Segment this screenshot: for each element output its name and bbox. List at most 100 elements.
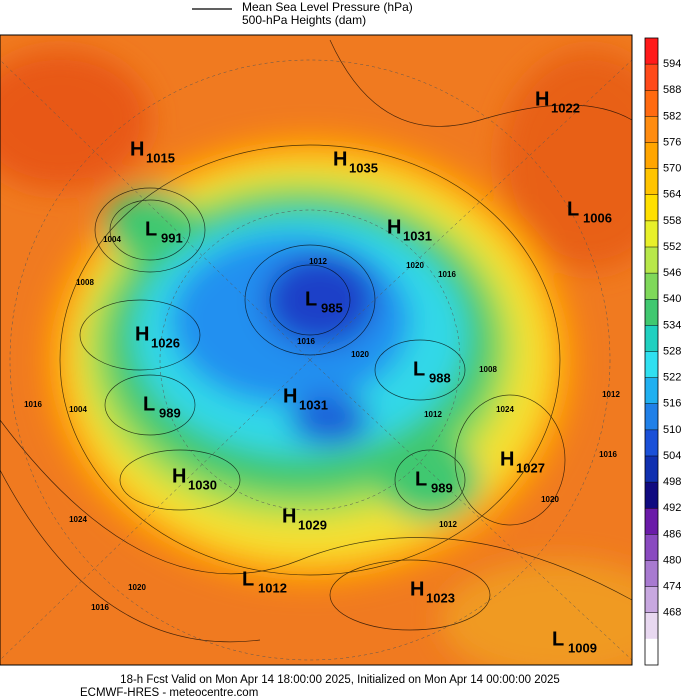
contour-label: 1012 <box>439 520 457 529</box>
colorbar-bin <box>645 247 658 274</box>
colorbar-bin <box>645 64 658 91</box>
center-value: 989 <box>159 405 181 420</box>
center-type: H <box>333 148 347 170</box>
center-type: L <box>145 218 157 240</box>
center-value: 1030 <box>188 477 217 492</box>
center-value: 1006 <box>583 210 612 225</box>
footer-valid: 18-h Fcst Valid on Mon Apr 14 18:00:00 2… <box>120 674 560 686</box>
center-value: 1031 <box>403 228 432 243</box>
contour-label: 1004 <box>69 405 87 414</box>
contour-label: 1020 <box>128 583 146 592</box>
center-type: L <box>413 358 425 380</box>
center-type: H <box>130 138 144 160</box>
center-type: L <box>242 568 254 590</box>
center-value: 1026 <box>151 335 180 350</box>
colorbar-label: 594 <box>663 58 681 70</box>
colorbar-label: 474 <box>663 581 681 593</box>
center-type: H <box>535 88 549 110</box>
center-value: 985 <box>321 300 343 315</box>
colorbar-bin <box>645 482 658 509</box>
colorbar-label: 588 <box>663 84 681 96</box>
center-value: 1031 <box>299 397 328 412</box>
colorbar-bin <box>645 638 658 665</box>
contour-label: 1016 <box>297 337 315 346</box>
legend-isobar: Mean Sea Level Pressure (hPa) <box>242 0 413 14</box>
colorbar-bin <box>645 116 658 143</box>
colorbar-bin <box>645 38 658 65</box>
center-value: 989 <box>431 480 453 495</box>
contour-label: 1004 <box>103 235 121 244</box>
colorbar-bin <box>645 612 658 639</box>
contour-label: 1012 <box>309 257 327 266</box>
colorbar-label: 492 <box>663 502 681 514</box>
colorbar-bin <box>645 351 658 378</box>
contour-label: 1024 <box>69 515 87 524</box>
colorbar-label: 468 <box>663 607 681 619</box>
center-type: H <box>135 323 149 345</box>
center-value: 1015 <box>146 150 175 165</box>
colorbar-bin <box>645 90 658 117</box>
colorbar-label: 582 <box>663 110 681 122</box>
center-value: 988 <box>429 370 451 385</box>
contour-label: 1016 <box>91 603 109 612</box>
colorbar-label: 528 <box>663 345 681 357</box>
colorbar-bin <box>645 377 658 404</box>
colorbar-bin <box>645 429 658 456</box>
center-type: H <box>172 465 186 487</box>
colorbar-label: 486 <box>663 528 681 540</box>
colorbar-label: 570 <box>663 163 681 175</box>
colorbar-bin <box>645 534 658 561</box>
colorbar: 594 588 582 576 570 564 558 552 546 540 534 528 522 5… <box>644 37 681 666</box>
colorbar-bin <box>645 168 658 195</box>
colorbar-label: 516 <box>663 398 681 410</box>
colorbar-bin <box>645 325 658 352</box>
colorbar-label: 504 <box>663 450 681 462</box>
colorbar-bin <box>645 456 658 483</box>
colorbar-label: 534 <box>663 319 681 331</box>
contour-label: 1008 <box>479 365 497 374</box>
center-type: H <box>410 578 424 600</box>
center-value: 1023 <box>426 590 455 605</box>
colorbar-bin <box>645 560 658 587</box>
center-value: 1009 <box>568 640 597 655</box>
center-value: 1012 <box>258 580 287 595</box>
contour-label: 1012 <box>602 390 620 399</box>
center-type: L <box>143 393 155 415</box>
footer-source: ECMWF-HRES - meteocentre.com <box>80 687 258 699</box>
center-type: H <box>282 505 296 527</box>
contour-label: 1020 <box>541 495 559 504</box>
colorbar-bin <box>645 586 658 613</box>
colorbar-bin <box>645 508 658 535</box>
contour-label: 1012 <box>424 410 442 419</box>
center-type: L <box>305 288 317 310</box>
center-type: L <box>415 468 427 490</box>
colorbar-label: 546 <box>663 267 681 279</box>
colorbar-bin <box>645 273 658 300</box>
colorbar-label: 540 <box>663 293 681 305</box>
colorbar-label: 564 <box>663 189 681 201</box>
colorbar-label: 510 <box>663 424 681 436</box>
colorbar-bin <box>645 220 658 247</box>
contour-label: 1020 <box>406 261 424 270</box>
colorbar-label: 576 <box>663 136 681 148</box>
colorbar-label: 558 <box>663 215 681 227</box>
colorbar-label: 498 <box>663 476 681 488</box>
legend-height: 500-hPa Heights (dam) <box>242 13 366 27</box>
colorbar-label: 480 <box>663 554 681 566</box>
contour-label: 1016 <box>438 270 456 279</box>
colorbar-label: 552 <box>663 241 681 253</box>
contour-label: 1024 <box>496 405 514 414</box>
center-value: 1035 <box>349 160 378 175</box>
center-type: H <box>387 216 401 238</box>
center-type: L <box>567 198 579 220</box>
map <box>0 35 632 665</box>
colorbar-bin <box>645 142 658 169</box>
contour-labels: 1012 1020 1016 1008 1004 1016 1004 1024 1012 1012… <box>24 235 620 612</box>
contour-label: 1016 <box>599 450 617 459</box>
contour-label: 1008 <box>76 278 94 287</box>
colorbar-bin <box>645 194 658 221</box>
center-value: 1029 <box>298 517 327 532</box>
center-value: 991 <box>161 230 183 245</box>
